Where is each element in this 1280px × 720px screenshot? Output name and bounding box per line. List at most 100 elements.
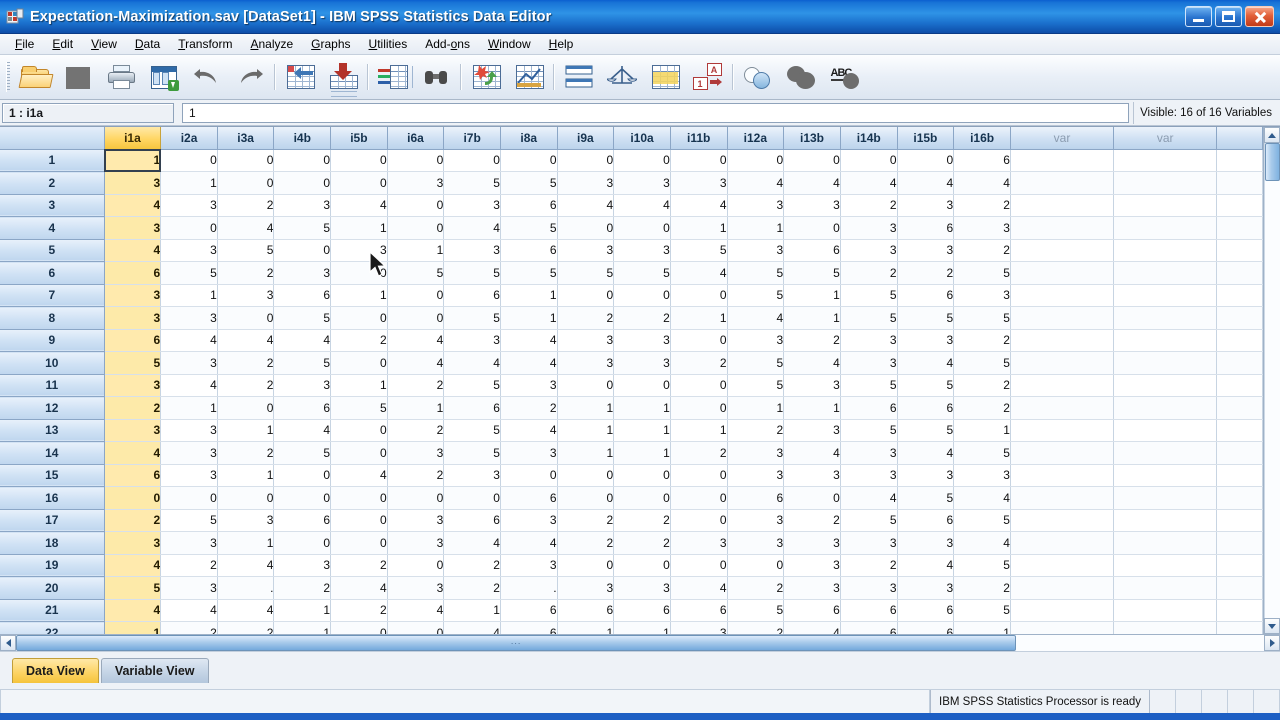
cell-i6a-5[interactable]: 1 <box>387 239 445 262</box>
cell-i7b-13[interactable]: 5 <box>443 419 501 442</box>
cell-i14b-16[interactable]: 4 <box>840 486 898 510</box>
cell-i2a-15[interactable]: 3 <box>160 464 218 487</box>
close-button[interactable] <box>1245 6 1274 27</box>
cell-i9a-20[interactable]: 3 <box>557 576 615 600</box>
cell-i16b-8[interactable]: 5 <box>953 306 1011 330</box>
cell-empty-2-13[interactable] <box>1113 419 1218 442</box>
cell-value-input[interactable]: 1 <box>182 102 1130 123</box>
menu-utilities[interactable]: Utilities <box>368 37 408 51</box>
cell-i8a-11[interactable]: 3 <box>500 374 558 397</box>
column-header-i16b[interactable]: i16b <box>953 127 1011 150</box>
cell-i11b-15[interactable]: 0 <box>670 464 728 487</box>
cell-i13b-20[interactable]: 3 <box>783 576 841 600</box>
column-header-empty-2[interactable]: var <box>1113 127 1218 150</box>
row-header-20[interactable]: 20 <box>0 576 105 600</box>
scroll-left-button[interactable] <box>0 635 16 651</box>
cell-i2a-1[interactable]: 0 <box>160 149 218 172</box>
cell-i12a-21[interactable]: 5 <box>727 599 785 622</box>
cell-empty-1-17[interactable] <box>1010 509 1115 532</box>
column-header-i8a[interactable]: i8a <box>500 127 558 150</box>
cell-i10a-16[interactable]: 0 <box>613 486 671 510</box>
cell-i12a-3[interactable]: 3 <box>727 194 785 217</box>
cell-i8a-3[interactable]: 6 <box>500 194 558 217</box>
cell-i12a-19[interactable]: 0 <box>727 554 785 577</box>
cell-i5b-16[interactable]: 0 <box>330 486 388 510</box>
cell-i7b-8[interactable]: 5 <box>443 306 501 330</box>
cell-i3a-14[interactable]: 2 <box>217 441 275 465</box>
cell-i8a-21[interactable]: 6 <box>500 599 558 622</box>
column-header-i3a[interactable]: i3a <box>217 127 275 150</box>
cell-i12a-4[interactable]: 1 <box>727 216 785 240</box>
cell-i2a-16[interactable]: 0 <box>160 486 218 510</box>
split-file-icon[interactable] <box>557 58 600 96</box>
cell-i15b-16[interactable]: 5 <box>897 486 955 510</box>
cell-i14b-10[interactable]: 3 <box>840 351 898 375</box>
cell-empty-1-15[interactable] <box>1010 464 1115 487</box>
cell-i6a-9[interactable]: 4 <box>387 329 445 352</box>
cell-empty-2-12[interactable] <box>1113 396 1218 420</box>
goto-variable-icon[interactable] <box>321 58 364 96</box>
cell-empty-1-4[interactable] <box>1010 216 1115 240</box>
cell-i7b-11[interactable]: 5 <box>443 374 501 397</box>
cell-empty-1-16[interactable] <box>1010 486 1115 510</box>
cell-i11b-17[interactable]: 0 <box>670 509 728 532</box>
cell-i9a-5[interactable]: 3 <box>557 239 615 262</box>
cell-i2a-17[interactable]: 5 <box>160 509 218 532</box>
cell-empty-2-1[interactable] <box>1113 149 1218 172</box>
value-labels-icon[interactable]: 1 A <box>686 58 729 96</box>
cell-i1a-18[interactable]: 3 <box>104 531 162 555</box>
cell-empty-1-8[interactable] <box>1010 306 1115 330</box>
insert-case-icon[interactable] <box>464 58 507 96</box>
cell-i1a-14[interactable]: 4 <box>104 441 162 465</box>
cell-i6a-13[interactable]: 2 <box>387 419 445 442</box>
cell-i8a-1[interactable]: 0 <box>500 149 558 172</box>
cell-i6a-19[interactable]: 0 <box>387 554 445 577</box>
vertical-scroll-track[interactable] <box>1264 143 1280 618</box>
print-icon[interactable] <box>99 58 142 96</box>
cell-i16b-4[interactable]: 3 <box>953 216 1011 240</box>
column-header-i13b[interactable]: i13b <box>783 127 841 150</box>
cell-i3a-9[interactable]: 4 <box>217 329 275 352</box>
cell-i2a-9[interactable]: 4 <box>160 329 218 352</box>
cell-i16b-20[interactable]: 2 <box>953 576 1011 600</box>
cell-empty-1-6[interactable] <box>1010 261 1115 285</box>
cell-i2a-2[interactable]: 1 <box>160 171 218 195</box>
show-all-variables-icon[interactable] <box>779 58 822 96</box>
row-header-9[interactable]: 9 <box>0 329 105 352</box>
cell-i8a-8[interactable]: 1 <box>500 306 558 330</box>
cell-i14b-22[interactable]: 6 <box>840 621 898 634</box>
cell-i15b-6[interactable]: 2 <box>897 261 955 285</box>
cell-i8a-9[interactable]: 4 <box>500 329 558 352</box>
cell-i3a-13[interactable]: 1 <box>217 419 275 442</box>
cell-empty-1-19[interactable] <box>1010 554 1115 577</box>
cell-i9a-21[interactable]: 6 <box>557 599 615 622</box>
cell-i5b-21[interactable]: 2 <box>330 599 388 622</box>
cell-i5b-18[interactable]: 0 <box>330 531 388 555</box>
cell-i15b-19[interactable]: 4 <box>897 554 955 577</box>
cell-i1a-11[interactable]: 3 <box>104 374 162 397</box>
redo-icon[interactable] <box>228 58 271 96</box>
cell-i8a-18[interactable]: 4 <box>500 531 558 555</box>
cell-i15b-15[interactable]: 3 <box>897 464 955 487</box>
cell-empty-2-16[interactable] <box>1113 486 1218 510</box>
cell-i1a-2[interactable]: 3 <box>104 171 162 195</box>
cell-i11b-9[interactable]: 0 <box>670 329 728 352</box>
tab-data-view[interactable]: Data View <box>12 658 99 683</box>
row-header-4[interactable]: 4 <box>0 216 105 240</box>
cell-empty-2-3[interactable] <box>1113 194 1218 217</box>
cell-i4b-1[interactable]: 0 <box>273 149 332 172</box>
cell-i2a-19[interactable]: 2 <box>160 554 218 577</box>
cell-empty-1-21[interactable] <box>1010 599 1115 622</box>
cell-i6a-10[interactable]: 4 <box>387 351 445 375</box>
cell-i6a-22[interactable]: 0 <box>387 621 445 634</box>
cell-i16b-11[interactable]: 2 <box>953 374 1011 397</box>
cell-empty-2-5[interactable] <box>1113 239 1218 262</box>
cell-i13b-15[interactable]: 3 <box>783 464 841 487</box>
cell-i15b-17[interactable]: 6 <box>897 509 955 532</box>
cell-i2a-12[interactable]: 1 <box>160 396 218 420</box>
cell-i4b-20[interactable]: 2 <box>273 576 332 600</box>
cell-i4b-11[interactable]: 3 <box>273 374 332 397</box>
find-icon[interactable] <box>414 58 457 96</box>
cell-i4b-4[interactable]: 5 <box>273 216 332 240</box>
cell-i16b-18[interactable]: 4 <box>953 531 1011 555</box>
